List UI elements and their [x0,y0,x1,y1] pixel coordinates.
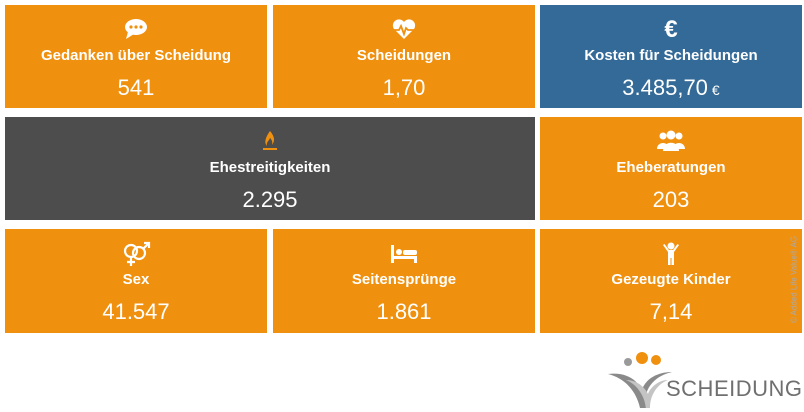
gender-icon [123,241,151,266]
icon [273,17,535,43]
icon [540,241,802,267]
tile-value: 41.547 [102,299,170,324]
icon [273,241,535,267]
tile: Gedanken über Scheidung 541 [5,5,267,108]
tile-value: 541 [117,75,155,100]
tile-value-number: 3.485,70 [622,75,708,100]
icon [5,129,535,155]
copyright: © Added Life Value® AG [789,235,799,324]
tile: Eheberatungen 203 [540,117,802,220]
tile-value: 7,14 [649,299,693,324]
logo-text: SCHEIDUNG.de [666,376,804,401]
tile-label: Eheberatungen [616,159,726,176]
icon [540,129,802,155]
tile: Seitensprünge 1.861 [273,229,535,333]
tile-value: 203 [652,187,690,212]
tile-label: Gedanken über Scheidung [40,47,232,64]
tile-label: Scheidungen [356,47,452,64]
tile-label: Kosten für Scheidungen [584,47,758,64]
logo-mark [608,352,672,408]
tile-label: Ehestreitigkeiten [209,159,331,176]
heartbeat-icon [392,19,416,39]
tile: Sex 41.547 [5,229,267,333]
tile-value: 2.295 [242,187,298,212]
tile-label: Gezeugte Kinder [611,271,731,288]
tile: Gezeugte Kinder 7,14 [540,229,802,333]
tile-value: 3.485,70 € [540,75,802,101]
tile: € Kosten für Scheidungen 3.485,70 € [540,5,802,108]
tile: Ehestreitigkeiten 2.295 [5,117,535,220]
group-icon [657,130,685,151]
flame-icon [263,131,277,150]
tile-value: 1.861 [376,299,432,324]
tile: Scheidungen 1,70 [273,5,535,108]
tile-label: Seitensprünge [351,271,457,288]
tile-label: Sex [122,271,150,288]
child-icon [663,242,679,265]
speech-icon [125,19,147,39]
icon [5,17,267,43]
bed-icon [391,245,417,263]
icon [5,241,267,267]
euro-icon: € [664,16,678,43]
tile-value: 1,70 [382,75,426,100]
tile-unit: € [711,82,720,98]
